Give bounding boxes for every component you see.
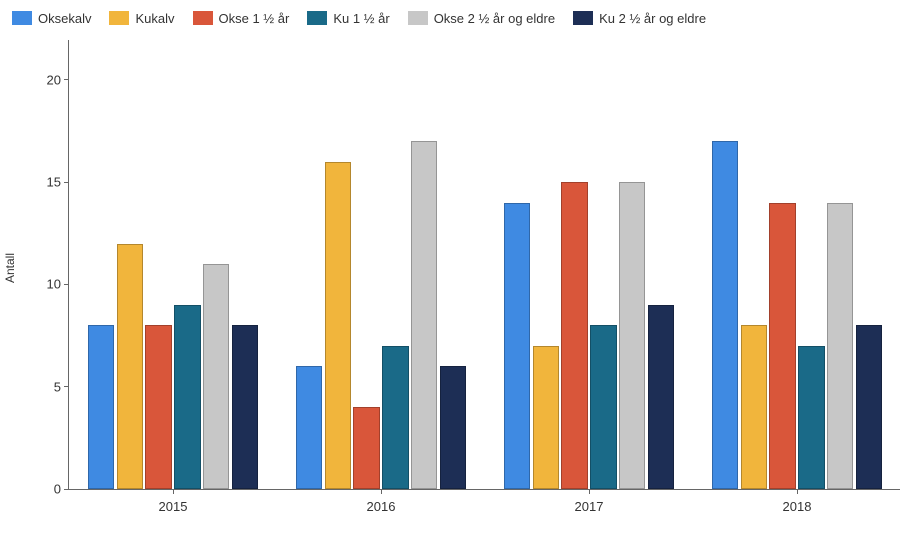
bar: [440, 366, 466, 489]
legend: Oksekalv Kukalv Okse 1 ½ år Ku 1 ½ år Okse 2…: [12, 6, 908, 30]
legend-item: Oksekalv: [12, 11, 91, 26]
bar: [203, 264, 229, 489]
bar: [232, 325, 258, 489]
ytick-label: 0: [54, 482, 69, 497]
plot-area: 051015202015201620172018: [68, 40, 900, 490]
bar: [353, 407, 379, 489]
legend-label: Kukalv: [135, 11, 174, 26]
legend-swatch: [109, 11, 129, 25]
xtick-label: 2017: [575, 489, 604, 514]
bar: [712, 141, 738, 489]
legend-label: Okse 1 ½ år: [219, 11, 290, 26]
xtick-label: 2018: [783, 489, 812, 514]
bar: [174, 305, 200, 489]
chart-container: Oksekalv Kukalv Okse 1 ½ år Ku 1 ½ år Okse 2…: [0, 0, 920, 536]
bar: [561, 182, 587, 489]
legend-swatch: [573, 11, 593, 25]
legend-swatch: [193, 11, 213, 25]
ytick-label: 5: [54, 379, 69, 394]
ytick-label: 20: [47, 72, 69, 87]
bar: [325, 162, 351, 489]
bar: [741, 325, 767, 489]
y-axis-label: Antall: [3, 253, 17, 283]
legend-item: Okse 1 ½ år: [193, 11, 290, 26]
bar: [411, 141, 437, 489]
bar: [827, 203, 853, 489]
xtick-label: 2016: [367, 489, 396, 514]
bar: [504, 203, 530, 489]
bar: [619, 182, 645, 489]
legend-label: Okse 2 ½ år og eldre: [434, 11, 555, 26]
legend-swatch: [12, 11, 32, 25]
legend-item: Okse 2 ½ år og eldre: [408, 11, 555, 26]
legend-swatch: [408, 11, 428, 25]
xtick-label: 2015: [159, 489, 188, 514]
legend-label: Ku 2 ½ år og eldre: [599, 11, 706, 26]
bar: [88, 325, 114, 489]
ytick-label: 10: [47, 277, 69, 292]
bar: [648, 305, 674, 489]
bar: [856, 325, 882, 489]
ytick-label: 15: [47, 175, 69, 190]
bar: [117, 244, 143, 489]
bar: [296, 366, 322, 489]
bar: [533, 346, 559, 489]
legend-swatch: [307, 11, 327, 25]
legend-item: Ku 2 ½ år og eldre: [573, 11, 706, 26]
bar: [769, 203, 795, 489]
legend-label: Ku 1 ½ år: [333, 11, 389, 26]
bar: [590, 325, 616, 489]
bar: [145, 325, 171, 489]
legend-item: Kukalv: [109, 11, 174, 26]
bar: [382, 346, 408, 489]
legend-item: Ku 1 ½ år: [307, 11, 389, 26]
legend-label: Oksekalv: [38, 11, 91, 26]
bar: [798, 346, 824, 489]
